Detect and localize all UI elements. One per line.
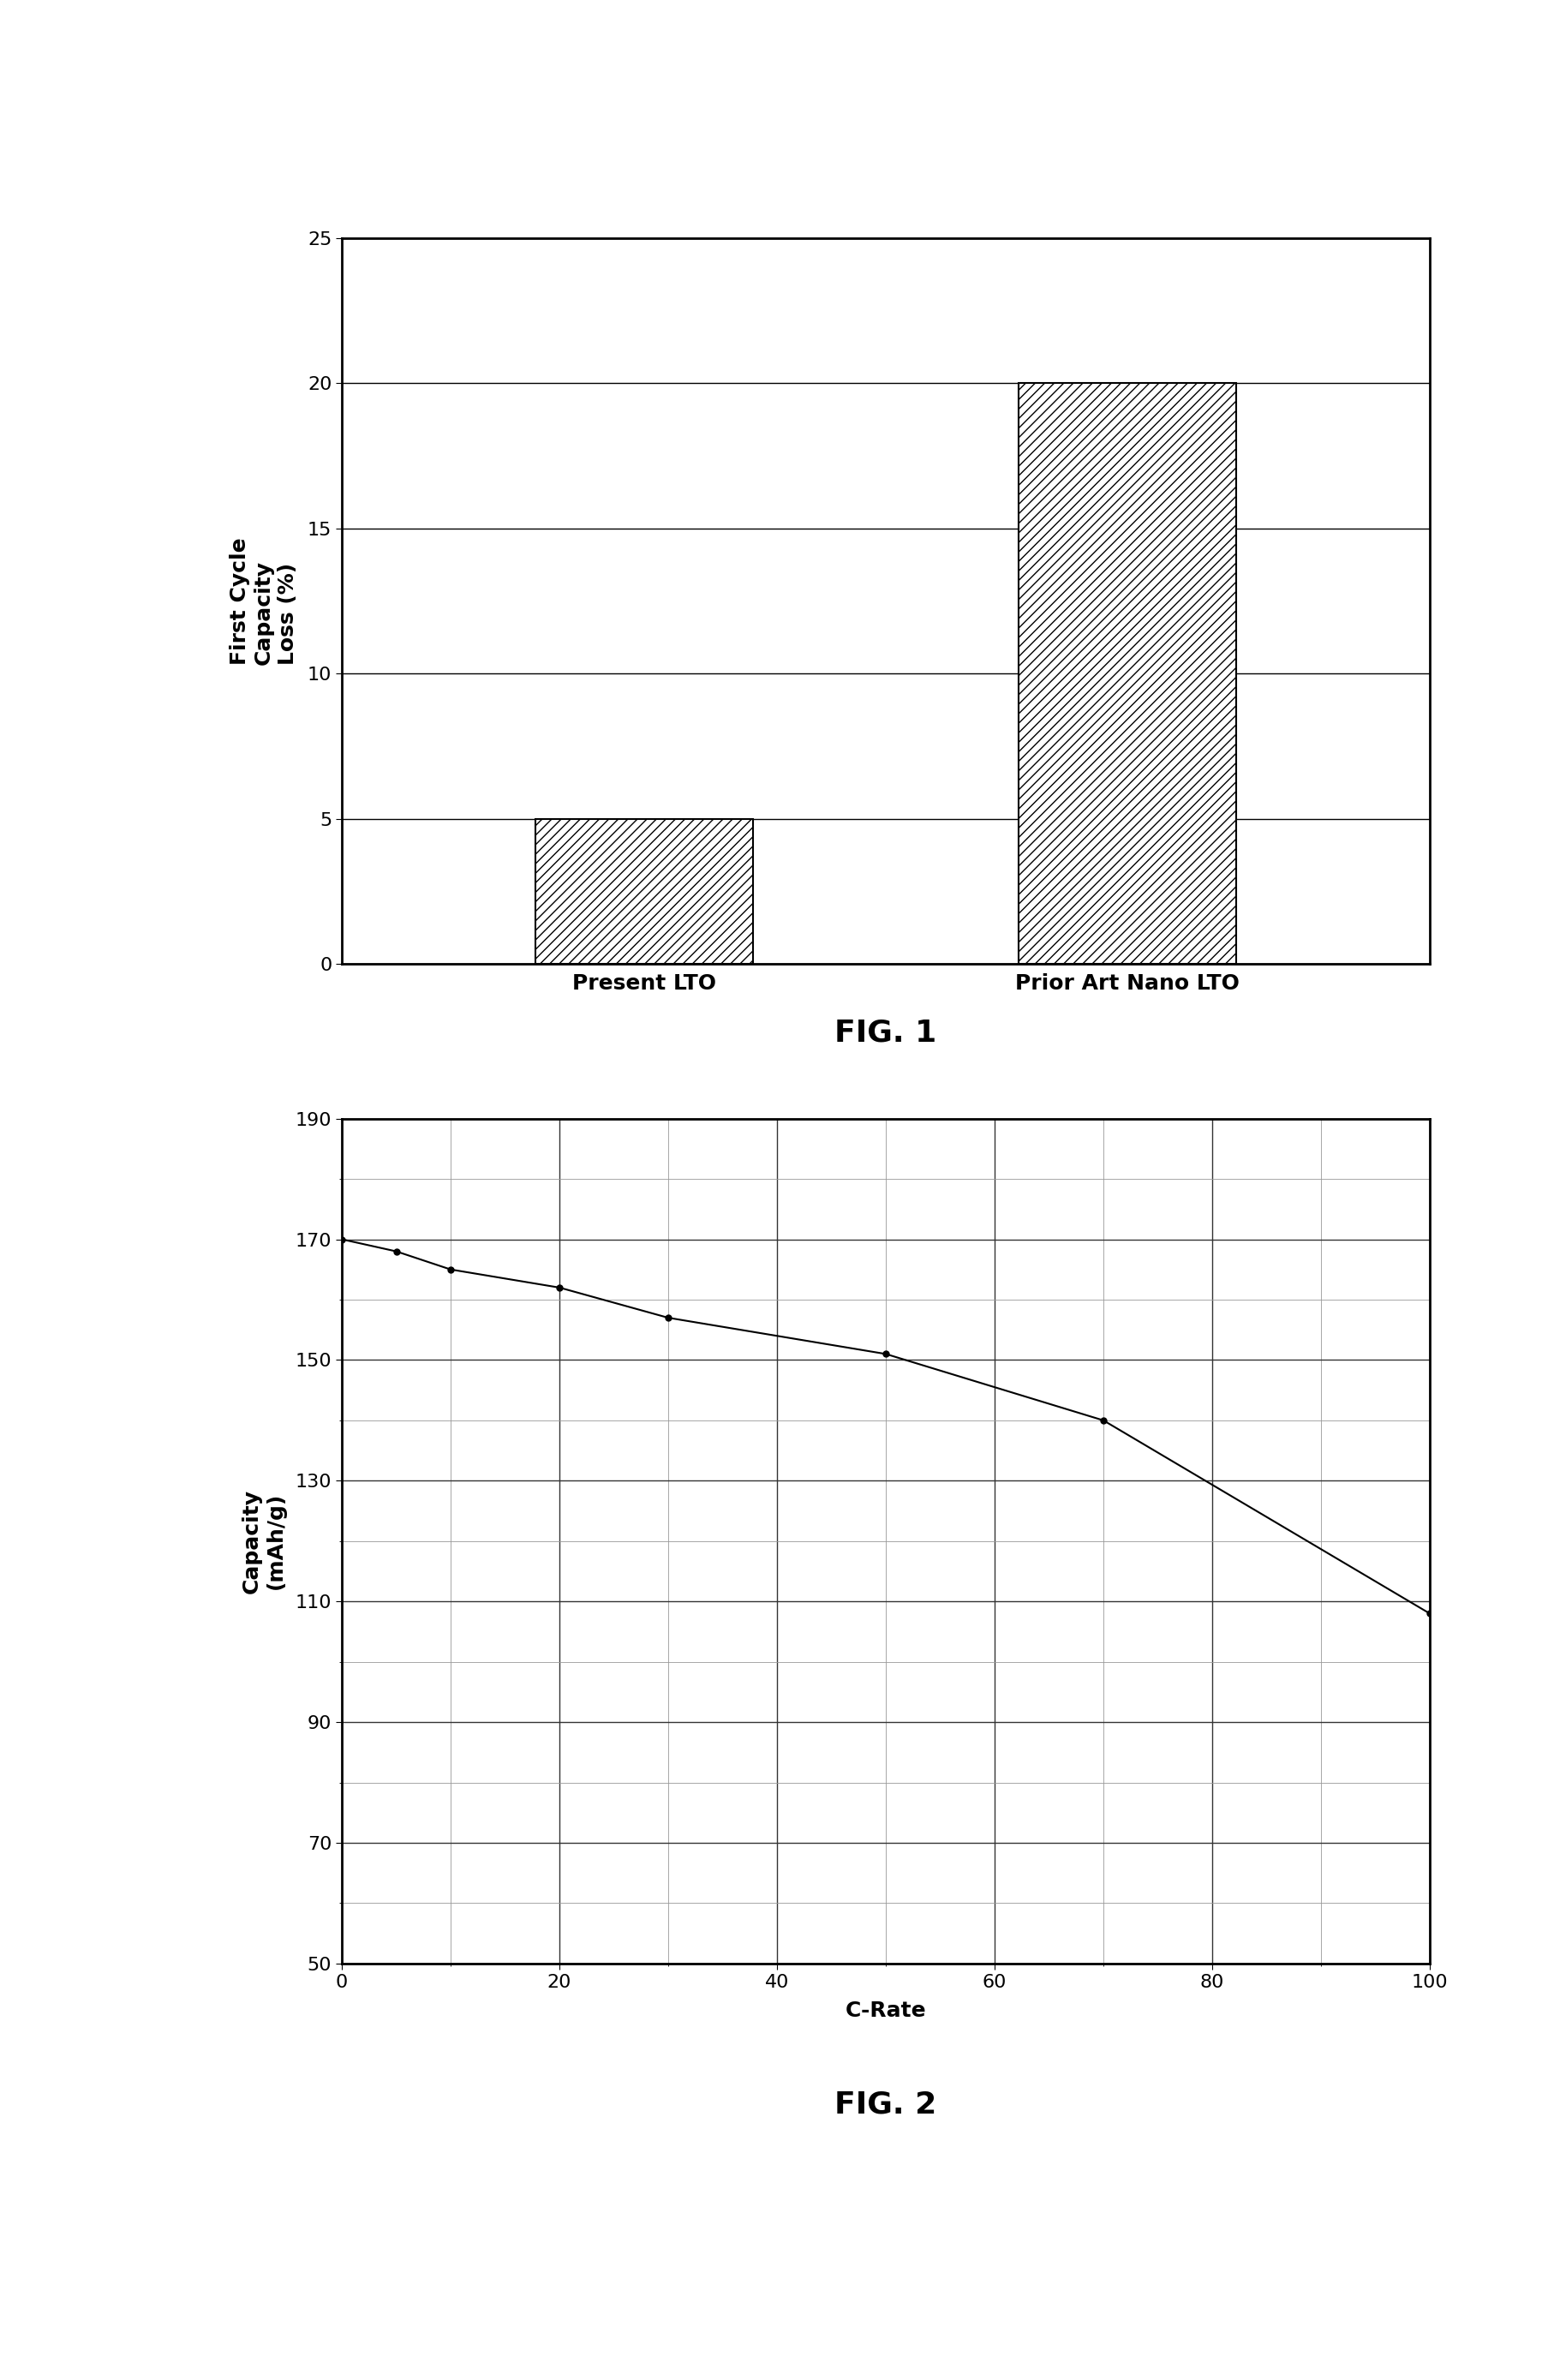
Bar xyxy=(535,819,752,964)
Y-axis label: Capacity
(mAh/g): Capacity (mAh/g) xyxy=(241,1490,286,1592)
Text: FIG. 2: FIG. 2 xyxy=(834,2090,937,2118)
Text: FIG. 1: FIG. 1 xyxy=(834,1019,937,1047)
Y-axis label: First Cycle
Capacity
Loss (%): First Cycle Capacity Loss (%) xyxy=(230,538,298,664)
X-axis label: C-Rate: C-Rate xyxy=(845,1999,926,2021)
Bar xyxy=(1019,383,1237,964)
